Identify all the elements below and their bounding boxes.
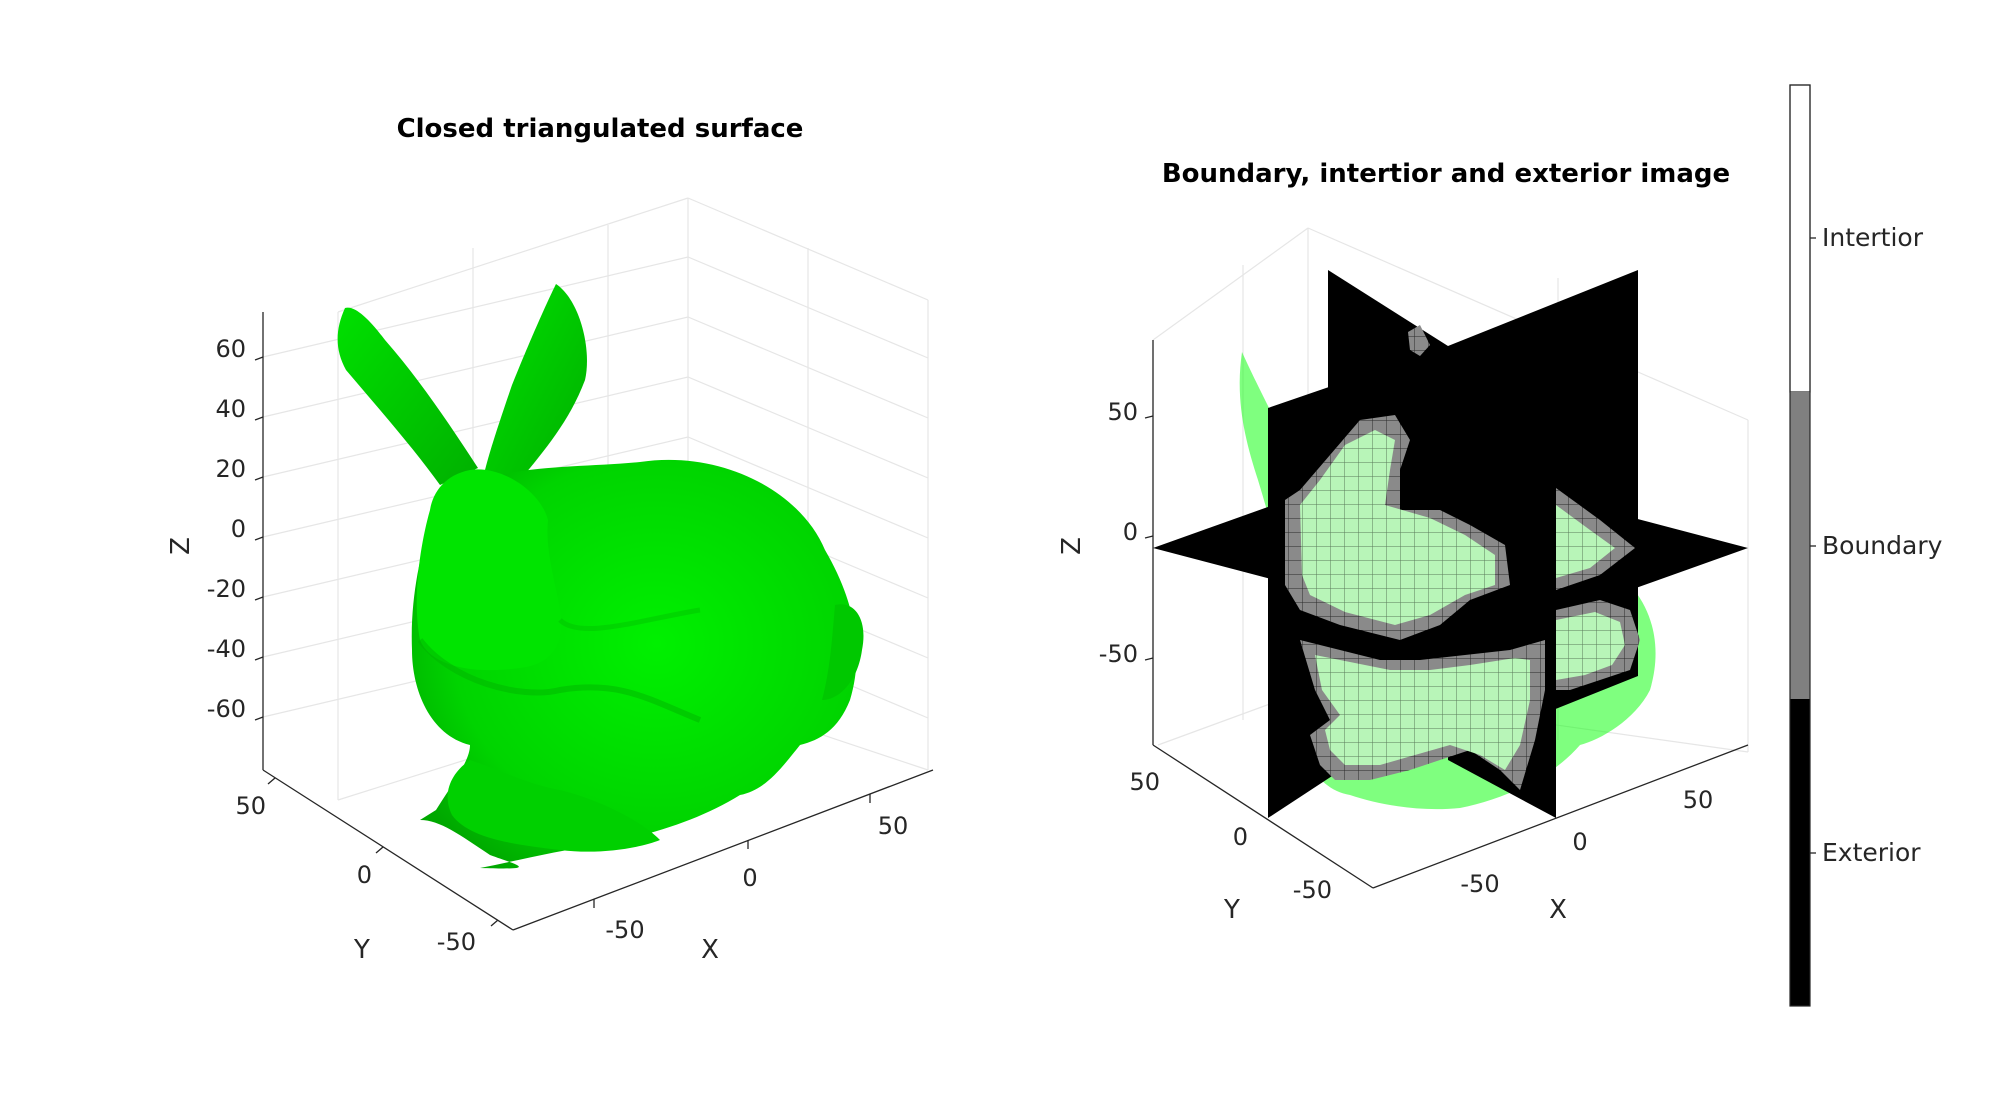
z-tick-label: 20 bbox=[215, 455, 246, 483]
z-tick-label: -60 bbox=[207, 695, 246, 723]
left-x-ticks: -50 0 50 bbox=[593, 794, 909, 944]
right-x-ticks: -50 0 50 bbox=[1460, 786, 1713, 898]
z-axis-label: Z bbox=[1057, 537, 1087, 555]
z-tick-label: 50 bbox=[1107, 398, 1138, 426]
z-axis-label: Z bbox=[166, 537, 196, 555]
x-axis-label: X bbox=[1549, 895, 1567, 925]
z-tick-label: 60 bbox=[215, 335, 246, 363]
right-z-ticks: 50 0 -50 bbox=[1099, 398, 1154, 668]
right-axes: 50 0 -50 50 0 -50 -50 0 50 Z Y X Boundar… bbox=[1057, 159, 1749, 925]
y-axis-label: Y bbox=[1223, 895, 1240, 925]
colorbar-label-boundary: Boundary bbox=[1822, 531, 1943, 560]
left-title: Closed triangulated surface bbox=[397, 114, 804, 144]
x-tick-label: 50 bbox=[1683, 786, 1714, 814]
z-tick-label: -20 bbox=[207, 575, 246, 603]
colorbar-segment-interior bbox=[1789, 84, 1811, 393]
z-tick-label: -40 bbox=[207, 635, 246, 663]
voxel-slices bbox=[1153, 270, 1748, 818]
right-title: Boundary, intertior and exterior image bbox=[1162, 159, 1730, 189]
colorbar: Intertior Boundary Exterior bbox=[1789, 84, 1943, 1007]
colorbar-label-interior: Intertior bbox=[1822, 223, 1924, 252]
y-tick-label: -50 bbox=[1293, 876, 1332, 904]
colorbar-label-exterior: Exterior bbox=[1822, 838, 1921, 867]
x-tick-label: 0 bbox=[1572, 828, 1587, 856]
y-tick-label: 50 bbox=[1129, 768, 1160, 796]
colorbar-segment-exterior bbox=[1790, 699, 1810, 1006]
right-y-ticks: 50 0 -50 bbox=[1129, 768, 1332, 904]
y-tick-label: 50 bbox=[235, 792, 266, 820]
left-z-ticks: 60 40 20 0 -20 -40 -60 bbox=[207, 335, 264, 723]
y-axis-label: Y bbox=[353, 935, 370, 965]
x-tick-label: 50 bbox=[878, 812, 909, 840]
x-axis-label: X bbox=[701, 935, 719, 965]
x-tick-label: -50 bbox=[605, 916, 644, 944]
z-tick-label: -50 bbox=[1099, 640, 1138, 668]
y-tick-label: 0 bbox=[357, 861, 372, 889]
x-tick-label: -50 bbox=[1460, 870, 1499, 898]
bunny-surface bbox=[337, 284, 864, 869]
z-tick-label: 0 bbox=[231, 515, 246, 543]
y-tick-label: 0 bbox=[1233, 823, 1248, 851]
left-y-ticks: 50 0 -50 bbox=[235, 777, 499, 956]
colorbar-segment-boundary bbox=[1790, 392, 1810, 699]
y-tick-label: -50 bbox=[437, 928, 476, 956]
z-tick-label: 0 bbox=[1123, 518, 1138, 546]
x-tick-label: 0 bbox=[742, 864, 757, 892]
z-tick-label: 40 bbox=[215, 395, 246, 423]
